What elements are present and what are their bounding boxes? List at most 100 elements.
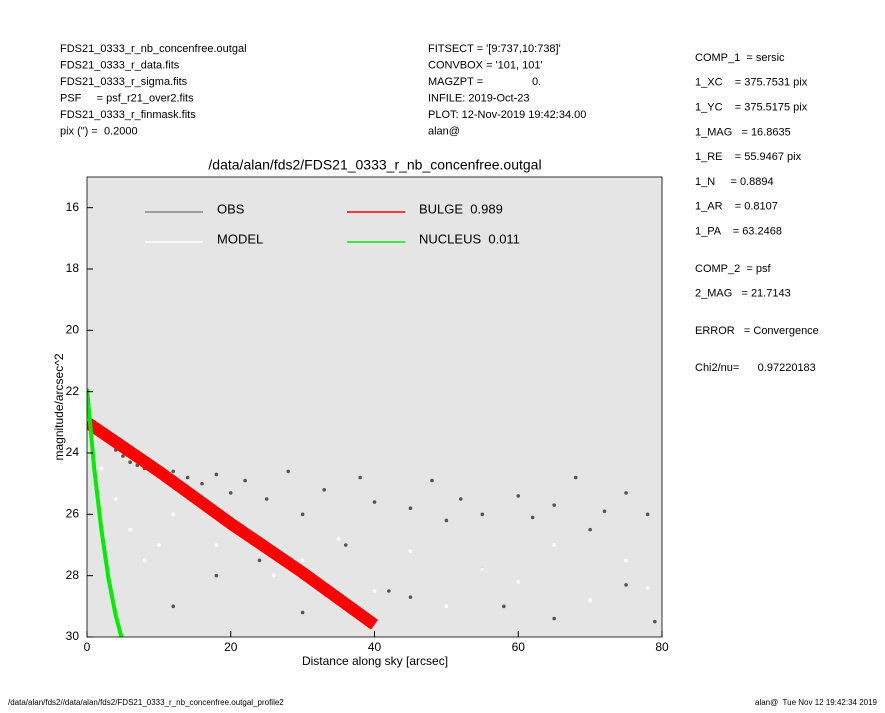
data-point [214, 472, 219, 477]
y-tick-label: 30 [66, 629, 80, 643]
fit-param: 2_MAG = 21.7143 [695, 288, 791, 300]
data-point [530, 515, 535, 520]
y-tick-label: 16 [66, 200, 80, 214]
data-point [372, 500, 377, 504]
fit-param: COMP_2 = psf [695, 263, 771, 275]
data-point [502, 604, 506, 609]
data-point [645, 586, 650, 590]
data-point [214, 573, 219, 578]
fit-param: Chi2/nu= 0.97220183 [695, 362, 816, 374]
data-point [516, 494, 521, 498]
x-tick-label: 60 [512, 640, 526, 654]
data-point [272, 573, 276, 578]
data-point [157, 543, 161, 547]
data-point [286, 469, 291, 474]
footer-left: /data/alan/fds2//data/alan/fds2/FDS21_03… [8, 698, 284, 707]
fit-param: 1_PA = 63.2468 [695, 226, 782, 238]
fit-param: 1_RE = 55.9467 pix [695, 151, 802, 163]
data-point [372, 589, 377, 593]
data-point [113, 497, 118, 501]
data-point [171, 604, 176, 609]
data-point [336, 537, 341, 541]
y-tick-label: 22 [66, 384, 80, 398]
y-tick-label: 26 [66, 507, 80, 521]
fit-param: 1_N = 0.8894 [695, 176, 774, 188]
data-point [128, 460, 132, 465]
data-point [653, 619, 657, 624]
data-point [300, 610, 305, 615]
legend-label: MODEL [217, 231, 263, 246]
profile-line [87, 388, 124, 637]
profile-line [87, 417, 379, 630]
data-point [142, 558, 147, 563]
chart-title: /data/alan/fds2/FDS21_0333_r_nb_concenfr… [208, 157, 541, 173]
header-middle-line: MAGZPT = 0. [428, 76, 541, 88]
header-left-line: FDS21_0333_r_nb_concenfree.outgal [60, 43, 247, 55]
data-point [121, 454, 125, 458]
data-point [430, 478, 434, 483]
header-middle-line: alan@ [428, 125, 460, 137]
fit-param: COMP_1 = sersic [695, 52, 785, 64]
data-point [387, 589, 391, 593]
x-axis-label: Distance along sky [arcsec] [302, 654, 448, 668]
data-point [588, 527, 592, 532]
fit-param: 1_AR = 0.8107 [695, 201, 778, 213]
data-point [458, 497, 463, 501]
data-point [408, 506, 413, 511]
data-point [358, 475, 362, 480]
data-point [516, 580, 521, 584]
header-middle-line: FITSECT = '[9:737,10:738]' [428, 43, 561, 55]
data-point [444, 518, 449, 523]
header-middle-line: INFILE: 2019-Oct-23 [428, 92, 530, 104]
data-point [257, 558, 262, 563]
y-tick-label: 20 [66, 323, 80, 337]
fit-param: 1_YC = 375.5175 pix [695, 102, 808, 114]
footer-right: alan@ Tue Nov 12 19:42:34 2019 [755, 698, 878, 707]
data-point [99, 466, 104, 471]
data-point [573, 475, 578, 480]
data-point [408, 549, 413, 553]
x-tick-label: 0 [84, 640, 91, 654]
legend-label: NUCLEUS 0.011 [419, 231, 520, 246]
fit-param: ERROR = Convergence [695, 325, 819, 337]
data-point [624, 491, 628, 495]
legend-label: BULGE 0.989 [419, 201, 503, 216]
data-point [228, 491, 233, 495]
header-left-line: FDS21_0333_r_data.fits [60, 59, 180, 71]
data-point [300, 558, 305, 563]
data-point [645, 512, 650, 517]
data-point [343, 543, 348, 547]
x-tick-label: 20 [224, 640, 238, 654]
data-point [444, 604, 449, 609]
header-left-line: pix (") = 0.2000 [60, 125, 138, 137]
data-point [185, 475, 190, 480]
y-tick-label: 28 [66, 568, 80, 582]
header-left-line: FDS21_0333_r_sigma.fits [60, 76, 188, 88]
data-point [602, 509, 607, 514]
data-point [552, 503, 556, 507]
header-middle-line: CONVBOX = '101, 101' [428, 59, 543, 71]
x-tick-label: 40 [368, 640, 382, 654]
plot-area [87, 177, 662, 637]
x-tick-label: 80 [655, 640, 669, 654]
data-point [624, 558, 628, 563]
data-point [171, 469, 176, 474]
data-point [171, 512, 176, 517]
data-point [480, 567, 485, 572]
data-point [480, 512, 485, 517]
y-axis-label: magnitude/arcsec^2 [52, 353, 66, 460]
y-tick-label: 18 [66, 261, 80, 275]
header-left-line: FDS21_0333_r_finmask.fits [60, 109, 196, 121]
header-middle-line: PLOT: 12-Nov-2019 19:42:34.00 [428, 109, 586, 121]
data-point [552, 616, 556, 621]
fit-param: 1_XC = 375.7531 pix [695, 77, 808, 89]
header-left-line: PSF = psf_r21_over2.fits [60, 92, 194, 104]
data-point [214, 543, 219, 547]
data-point [264, 497, 269, 501]
fit-param: 1_MAG = 16.8635 [695, 126, 791, 138]
data-point [624, 583, 628, 587]
data-point [200, 481, 204, 486]
data-point [128, 527, 132, 532]
